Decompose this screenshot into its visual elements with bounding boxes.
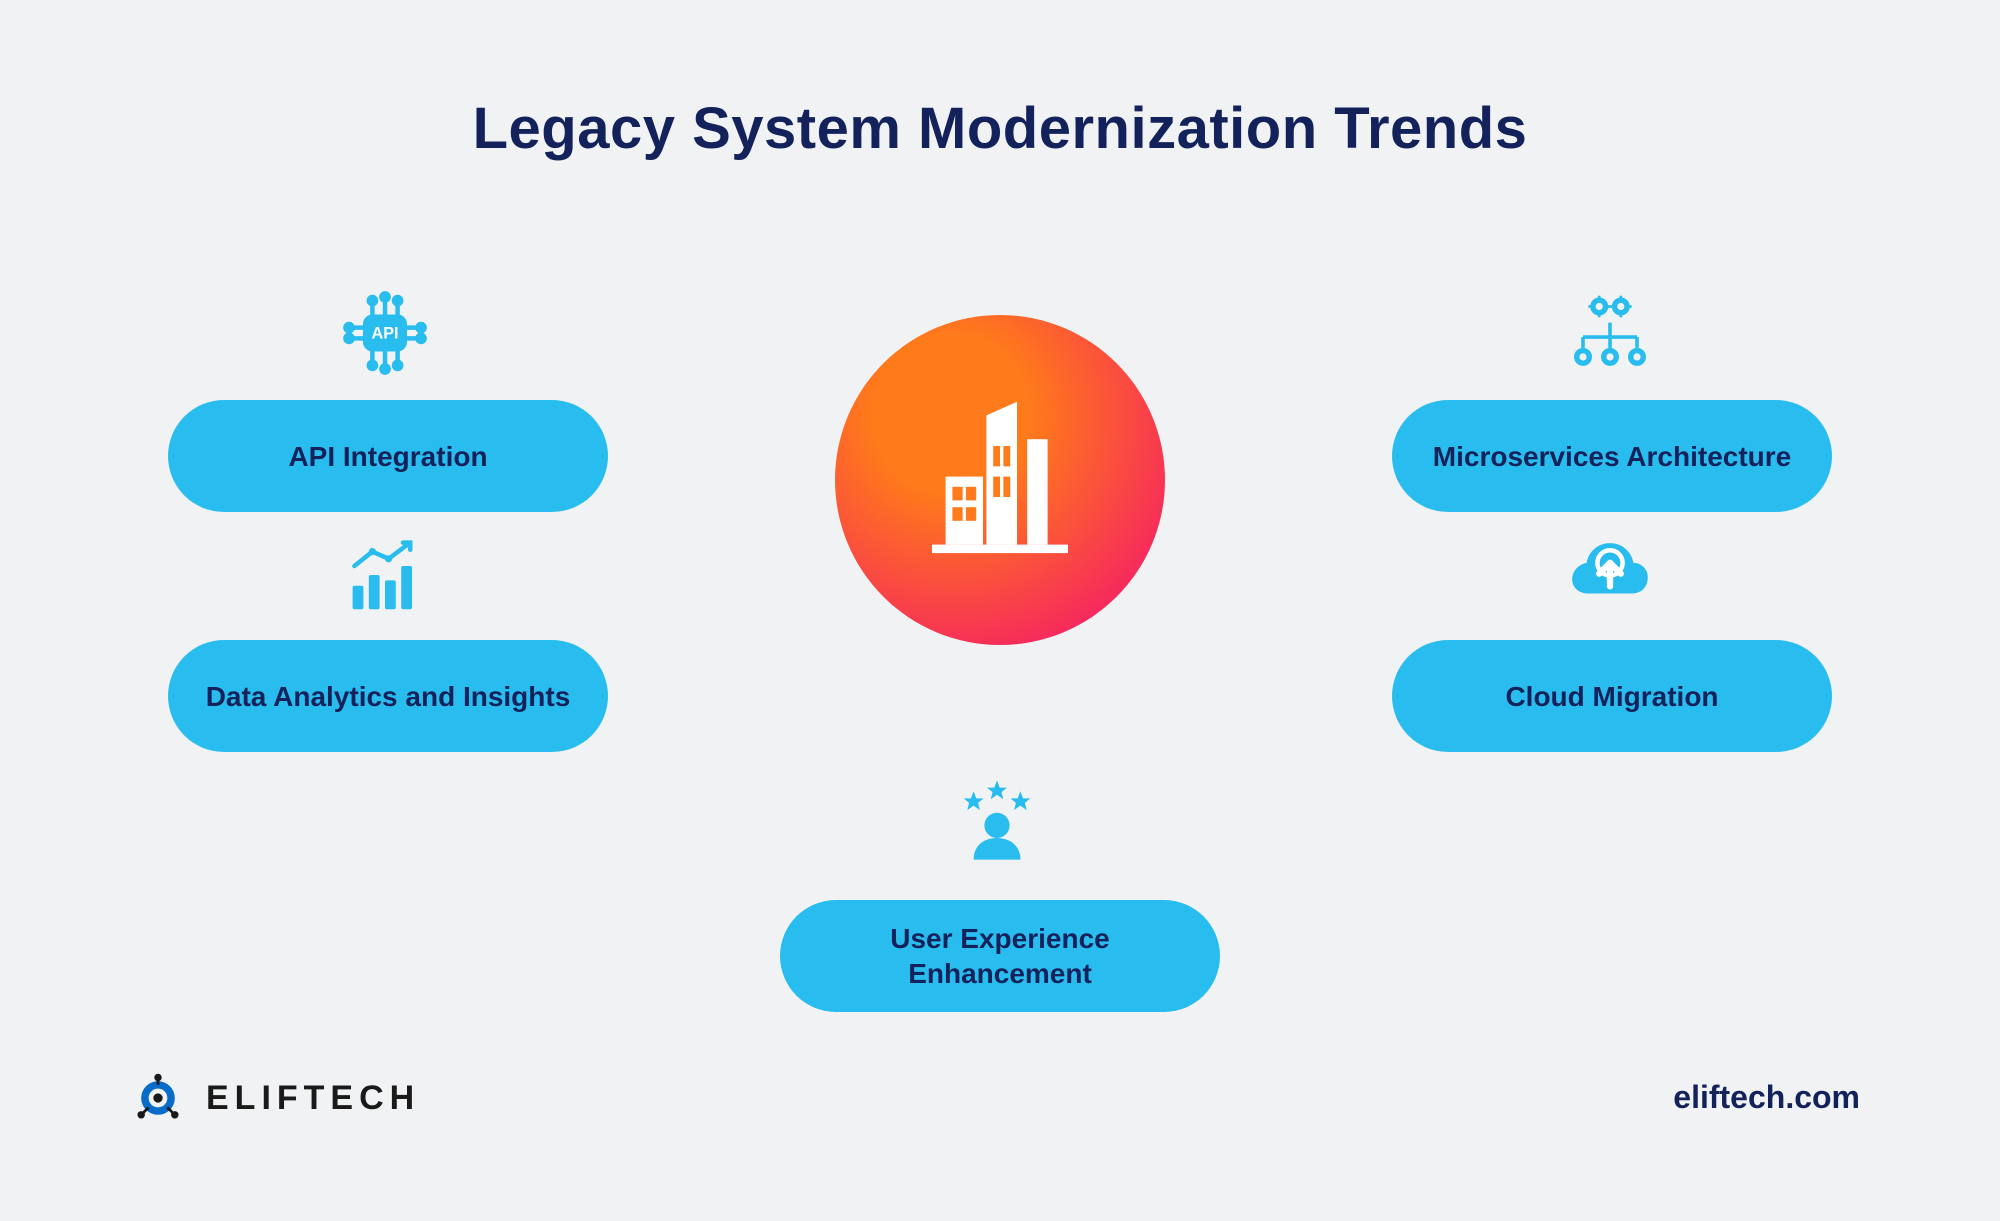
brand-name: ELIFTECH: [206, 1079, 420, 1118]
svg-text:API: API: [372, 324, 399, 342]
logo-mark-icon: [130, 1070, 186, 1126]
analytics-icon: [340, 530, 430, 620]
trend-label: API Integration: [288, 439, 487, 474]
trend-pill-api: API Integration: [168, 400, 608, 512]
trend-pill-ux: User Experience Enhancement: [780, 900, 1220, 1012]
center-hero-circle: [835, 315, 1165, 645]
trend-label: Cloud Migration: [1505, 679, 1718, 714]
user-stars-icon: [952, 775, 1042, 865]
buildings-icon: [915, 395, 1085, 565]
brand-url: eliftech.com: [1673, 1079, 1860, 1116]
trend-label: User Experience Enhancement: [810, 921, 1190, 991]
microservices-icon: [1565, 288, 1655, 378]
trend-pill-microservices: Microservices Architecture: [1392, 400, 1832, 512]
trend-pill-analytics: Data Analytics and Insights: [168, 640, 608, 752]
cloud-upload-icon: [1565, 530, 1655, 620]
trend-label: Microservices Architecture: [1433, 439, 1791, 474]
trend-pill-cloud: Cloud Migration: [1392, 640, 1832, 752]
trend-label: Data Analytics and Insights: [206, 679, 571, 714]
api-chip-icon: API: [340, 288, 430, 378]
page-title: Legacy System Modernization Trends: [0, 95, 2000, 162]
brand-logo: ELIFTECH: [130, 1070, 420, 1126]
